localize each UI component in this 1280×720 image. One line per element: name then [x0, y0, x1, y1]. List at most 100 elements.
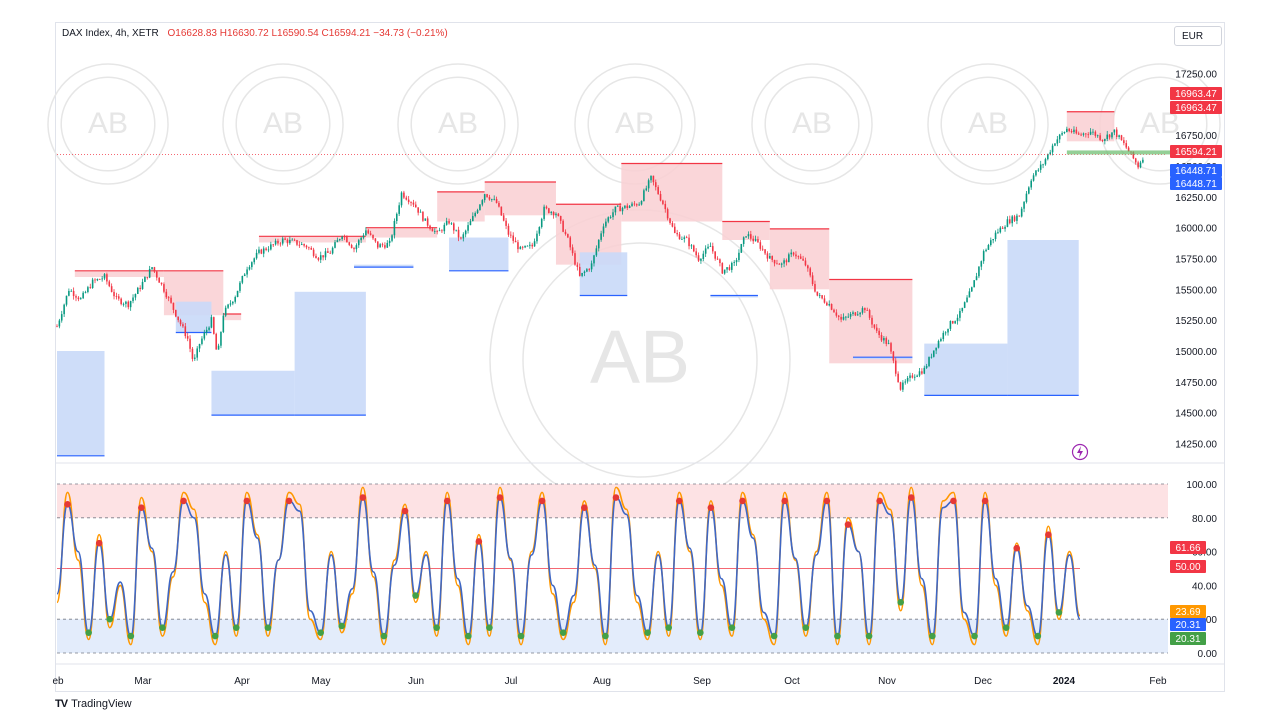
candle-body	[1006, 219, 1009, 227]
candle-body	[519, 246, 522, 250]
osc-trough-dot	[929, 632, 936, 640]
candle-body	[1044, 159, 1047, 165]
osc-peak-dot	[443, 497, 451, 505]
osc-label-text: 20.31	[1175, 634, 1200, 645]
candle-body	[360, 237, 362, 241]
candle-body	[861, 308, 864, 313]
candle-body	[700, 259, 702, 261]
candle-body	[638, 204, 640, 206]
candle-body	[1018, 215, 1021, 217]
candle-body	[1099, 135, 1101, 140]
time-tick-label: eb	[52, 676, 64, 687]
candle-body	[966, 297, 968, 303]
chart-frame	[55, 22, 1225, 692]
support-zone	[1007, 240, 1079, 396]
candle-body	[795, 254, 797, 257]
resistance-zone	[621, 163, 723, 222]
candle-body	[1092, 131, 1094, 133]
candle-body	[353, 248, 355, 250]
candle-body	[1118, 135, 1120, 138]
candle-body	[186, 336, 189, 339]
candle-body	[334, 242, 336, 248]
candle-body	[274, 240, 277, 245]
candle-body	[429, 225, 431, 229]
candle-body	[248, 267, 251, 270]
candle-body	[125, 301, 127, 304]
chart-legend[interactable]: DAX Index, 4h, XETR O16628.83 H16630.72 …	[62, 28, 448, 39]
candle-body	[973, 280, 975, 288]
candle-body	[643, 190, 645, 201]
time-tick-label: Jul	[505, 676, 518, 687]
candle-body	[745, 236, 747, 238]
candle-body	[196, 348, 198, 358]
candle-body	[854, 312, 857, 316]
candle-body	[234, 297, 237, 302]
candle-body	[450, 223, 453, 225]
candle-body	[113, 291, 115, 297]
candle-body	[1056, 139, 1059, 144]
candle-body	[975, 276, 978, 281]
candle-body	[289, 239, 291, 244]
candle-body	[521, 246, 524, 248]
candle-body	[265, 248, 267, 251]
candle-body	[676, 232, 678, 235]
time-tick-label: Sep	[693, 676, 711, 687]
osc-trough-dot	[865, 632, 873, 640]
candle-body	[635, 204, 638, 206]
candle-body	[683, 237, 686, 240]
candle-body	[132, 297, 134, 302]
lightning-icon[interactable]	[1071, 443, 1089, 461]
time-tick-label: 2024	[1053, 676, 1076, 687]
osc-peak-dot	[475, 538, 483, 545]
candle-body	[343, 236, 346, 238]
candle-body	[875, 327, 878, 331]
candle-body	[849, 313, 852, 317]
candle-body	[911, 375, 914, 378]
osc-peak-dot	[538, 497, 546, 505]
candle-body	[1104, 139, 1106, 141]
candle-body	[1054, 143, 1056, 146]
candle-body	[807, 265, 809, 269]
candle-body	[172, 302, 175, 310]
candle-body	[702, 253, 705, 260]
candle-body	[1134, 158, 1137, 163]
candle-body	[614, 206, 617, 213]
candle-body	[355, 245, 358, 250]
candle-body	[1042, 164, 1044, 166]
candle-body	[151, 267, 153, 270]
candle-body	[878, 330, 880, 336]
osc-trough-dot	[665, 624, 672, 631]
candle-body	[864, 308, 866, 311]
candle-body	[540, 218, 543, 228]
candle-body	[666, 209, 669, 219]
candle-body	[828, 303, 831, 306]
candle-body	[621, 207, 624, 212]
candle-body	[291, 239, 294, 241]
candle-body	[545, 206, 548, 209]
osc-trough-dot	[232, 624, 240, 631]
osc-trough-dot	[728, 624, 736, 631]
candle-body	[267, 249, 270, 251]
tradingview-footer[interactable]: TV TradingView	[55, 698, 132, 710]
currency-button[interactable]: EUR	[1174, 26, 1222, 46]
candle-body	[600, 233, 602, 240]
candle-body	[369, 233, 372, 235]
symbol-title[interactable]: DAX Index, 4h, XETR	[62, 28, 159, 39]
osc-trough-dot	[559, 629, 567, 637]
price-tick-label: 16250.00	[1175, 193, 1217, 204]
osc-peak-dot	[675, 497, 683, 505]
osc-peak-dot	[581, 504, 588, 511]
candle-body	[232, 301, 234, 304]
candle-body	[773, 259, 776, 264]
candle-body	[994, 232, 997, 240]
candle-body	[650, 175, 652, 181]
candle-body	[441, 230, 443, 232]
candle-body	[312, 249, 315, 256]
candle-body	[474, 213, 476, 217]
candle-body	[712, 246, 714, 252]
candle-body	[481, 200, 484, 205]
candle-body	[189, 338, 191, 349]
candle-body	[681, 239, 683, 240]
